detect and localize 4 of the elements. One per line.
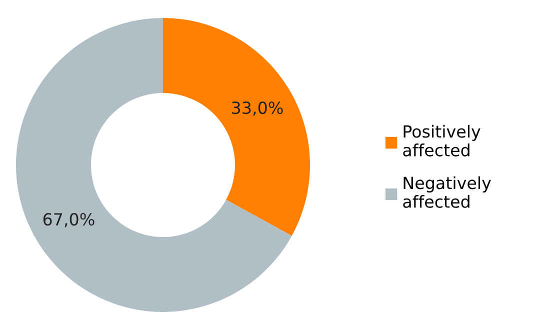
data-label: 33,0% — [232, 101, 283, 116]
legend-label: Negatively affected — [403, 176, 491, 208]
data-label: 67,0% — [43, 212, 94, 228]
legend-label: Positively affected — [403, 124, 480, 156]
